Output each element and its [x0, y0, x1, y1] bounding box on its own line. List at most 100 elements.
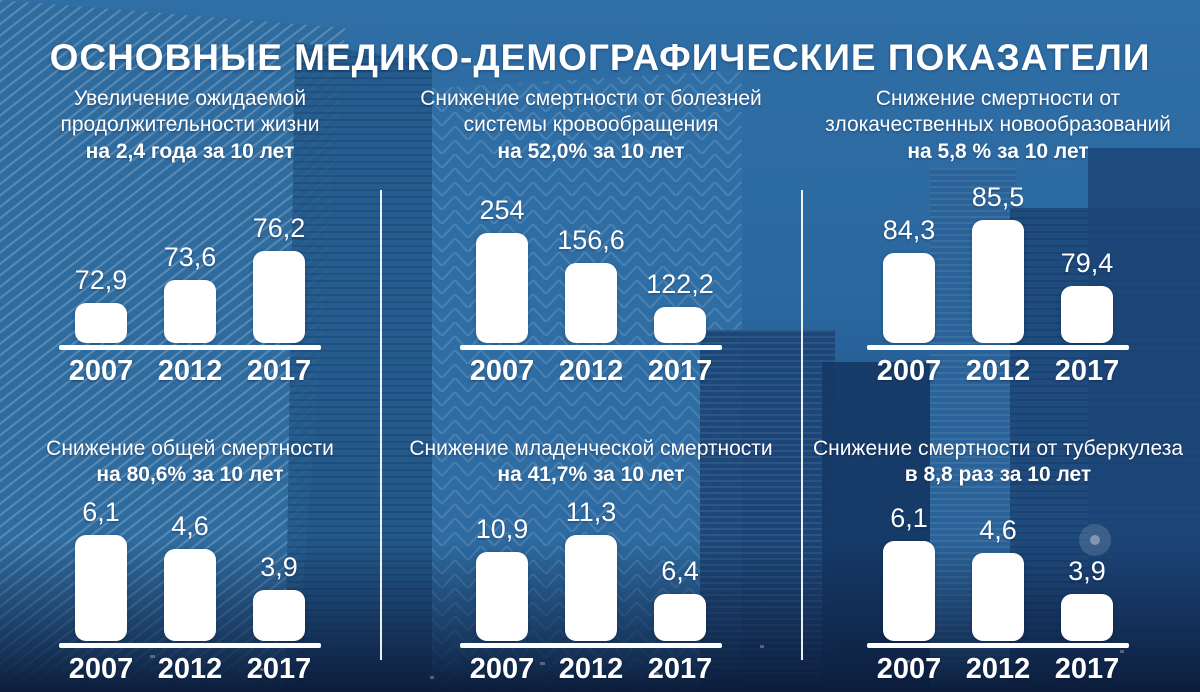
years-row: 2007 2012 2017 [876, 355, 1120, 388]
year-label: 2017 [246, 355, 312, 387]
bar-value-label: 254 [479, 195, 525, 225]
bar-value-label: 156,6 [557, 225, 625, 255]
bar-value-label: 4,6 [171, 511, 209, 541]
chart-panel-tuberculosis-mortality: Снижение смертности от туберкулеза в 8,8… [806, 436, 1190, 686]
bar [972, 553, 1024, 641]
axis-line [867, 643, 1129, 648]
bar-group: 6,4 [654, 556, 706, 641]
bar [164, 549, 216, 641]
bar [253, 251, 305, 343]
year-label: 2012 [965, 355, 1031, 387]
bar-group: 84,3 [883, 215, 935, 343]
bar [883, 541, 935, 641]
year-label: 2007 [876, 355, 942, 387]
bars-row: 84,3 85,5 79,4 [883, 182, 1113, 343]
panel-title-text: Снижение общей смертности [46, 437, 334, 460]
year-label: 2012 [157, 653, 223, 685]
bar-group: 79,4 [1061, 248, 1113, 343]
bar-group: 4,6 [972, 515, 1024, 641]
column-divider-right [801, 190, 803, 660]
bar-group: 122,2 [646, 269, 714, 343]
chart-panel-overall-mortality: Снижение общей смертности на 80,6% за 10… [10, 436, 370, 686]
year-label: 2007 [876, 653, 942, 685]
year-label: 2007 [68, 355, 134, 387]
bar-group: 73,6 [164, 242, 216, 343]
chart-panel-circulatory-mortality: Снижение смертности от болезней системы … [391, 86, 791, 388]
bar-value-label: 76,2 [252, 213, 306, 243]
bar-value-label: 85,5 [971, 182, 1025, 212]
bar-chart: 254 156,6 122,2 2007 2012 2017 [391, 195, 791, 388]
panel-title-highlight: на 80,6% за 10 лет [96, 463, 284, 487]
bar [883, 253, 935, 343]
year-label: 2007 [469, 355, 535, 387]
year-label: 2017 [1054, 355, 1120, 387]
bar-value-label: 10,9 [475, 514, 529, 544]
axis-line [59, 345, 321, 350]
panel-title: Снижение младенческой смертности на 41,7… [391, 436, 791, 489]
bar-group: 6,1 [883, 503, 935, 641]
year-label: 2017 [246, 653, 312, 685]
years-row: 2007 2012 2017 [68, 355, 312, 388]
bar [75, 303, 127, 343]
panel-title-highlight: на 41,7% за 10 лет [497, 463, 685, 487]
years-row: 2007 2012 2017 [876, 653, 1120, 686]
bar [476, 552, 528, 641]
axis-line [460, 345, 722, 350]
bar-value-label: 6,1 [890, 503, 928, 533]
bars-row: 10,9 11,3 6,4 [476, 497, 706, 641]
bar [565, 535, 617, 641]
bar [565, 263, 617, 343]
years-row: 2007 2012 2017 [68, 653, 312, 686]
bar [654, 307, 706, 343]
bar-group: 156,6 [557, 225, 625, 343]
year-label: 2017 [647, 355, 713, 387]
axis-line [59, 643, 321, 648]
bar-value-label: 3,9 [1068, 556, 1106, 586]
year-label: 2017 [1054, 653, 1120, 685]
bar-chart: 6,1 4,6 3,9 2007 2012 2017 [806, 503, 1190, 686]
bar-group: 254 [476, 195, 528, 343]
bar-chart: 84,3 85,5 79,4 2007 2012 2017 [806, 182, 1190, 388]
bars-row: 254 156,6 122,2 [476, 195, 714, 343]
chart-panel-cancer-mortality: Снижение смертности от злокачественных н… [806, 86, 1190, 388]
column-divider-left [380, 190, 382, 660]
panel-title: Снижение общей смертности на 80,6% за 10… [10, 436, 370, 489]
bar [75, 535, 127, 641]
bar [164, 280, 216, 343]
bar-value-label: 11,3 [565, 497, 617, 527]
panel-title-highlight: на 52,0% за 10 лет [497, 139, 685, 163]
axis-line [460, 643, 722, 648]
panel-title-highlight: на 2,4 года за 10 лет [85, 139, 295, 163]
bar-value-label: 84,3 [882, 215, 936, 245]
years-row: 2007 2012 2017 [469, 355, 713, 388]
bar-chart: 10,9 11,3 6,4 2007 2012 2017 [391, 497, 791, 686]
bar-value-label: 6,1 [82, 497, 120, 527]
chart-panel-infant-mortality: Снижение младенческой смертности на 41,7… [391, 436, 791, 686]
bar-group: 85,5 [972, 182, 1024, 343]
panel-title-text: Снижение смертности от туберкулеза [812, 437, 1184, 460]
bar-value-label: 73,6 [163, 242, 217, 272]
year-label: 2007 [68, 653, 134, 685]
year-label: 2012 [558, 355, 624, 387]
bar [1061, 594, 1113, 641]
panel-title: Увеличение ожидаемой продолжительности ж… [25, 86, 355, 165]
year-label: 2007 [469, 653, 535, 685]
bar-group: 3,9 [1061, 556, 1113, 641]
bar-chart: 6,1 4,6 3,9 2007 2012 2017 [10, 497, 370, 686]
bar-group: 6,1 [75, 497, 127, 641]
bar [654, 594, 706, 641]
panel-title-text: Снижение младенческой смертности [409, 437, 773, 460]
bar-value-label: 79,4 [1060, 248, 1114, 278]
chart-panel-life-expectancy: Увеличение ожидаемой продолжительности ж… [10, 86, 370, 388]
panel-title: Снижение смертности от туберкулеза в 8,8… [806, 436, 1190, 489]
panel-title-highlight: в 8,8 раз за 10 лет [904, 463, 1092, 487]
bar-value-label: 122,2 [646, 269, 714, 299]
panel-title-text: Увеличение ожидаемой продолжительности ж… [60, 87, 320, 137]
bars-row: 72,9 73,6 76,2 [75, 213, 305, 343]
panel-title: Снижение смертности от болезней системы … [416, 86, 766, 165]
bar-group: 11,3 [565, 497, 617, 641]
bar-chart: 72,9 73,6 76,2 2007 2012 2017 [10, 213, 370, 388]
year-label: 2012 [965, 653, 1031, 685]
bar-group: 10,9 [476, 514, 528, 641]
